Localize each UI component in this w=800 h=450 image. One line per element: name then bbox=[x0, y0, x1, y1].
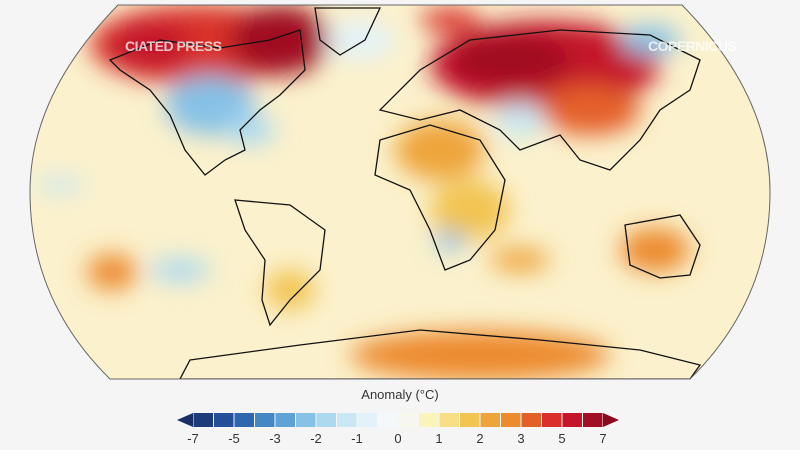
colorbar-swatch bbox=[193, 413, 213, 427]
temperature-anomaly-map bbox=[29, 4, 771, 380]
colorbar-swatch bbox=[214, 413, 234, 427]
colorbar-swatch bbox=[234, 413, 254, 427]
colorbar-tick-label: 3 bbox=[517, 431, 525, 446]
colorbar-swatch bbox=[439, 413, 459, 427]
colorbar-swatch bbox=[275, 413, 295, 427]
colorbar-tick-label: -2 bbox=[310, 431, 322, 446]
colorbar bbox=[177, 413, 619, 427]
colorbar-swatch bbox=[378, 413, 398, 427]
colorbar-swatch bbox=[542, 413, 562, 427]
colorbar-swatch bbox=[460, 413, 480, 427]
colorbar-swatch bbox=[337, 413, 357, 427]
watermark-associated-press: CIATED PRESS bbox=[125, 38, 222, 54]
watermark-copernicus: COPERNICUS bbox=[648, 38, 737, 54]
colorbar-swatch bbox=[316, 413, 336, 427]
colorbar-tick-label: 5 bbox=[558, 431, 566, 446]
colorbar-swatch bbox=[501, 413, 521, 427]
colorbar-tick-label: -5 bbox=[228, 431, 240, 446]
colorbar-swatch bbox=[296, 413, 316, 427]
colorbar-swatch bbox=[521, 413, 541, 427]
coastlines bbox=[108, 7, 702, 379]
colorbar-title: Anomaly (°C) bbox=[361, 387, 439, 402]
map-border bbox=[29, 4, 771, 380]
colorbar-swatch bbox=[398, 413, 418, 427]
colorbar-tick-label: 1 bbox=[435, 431, 443, 446]
colorbar-under-arrow bbox=[177, 413, 193, 427]
colorbar-swatch bbox=[562, 413, 582, 427]
colorbar-tick-label: 7 bbox=[599, 431, 607, 446]
colorbar-swatch bbox=[255, 413, 275, 427]
anomaly-field bbox=[35, 5, 690, 379]
colorbar-tick-label: 0 bbox=[394, 431, 402, 446]
colorbar-tick-label: 2 bbox=[476, 431, 484, 446]
colorbar-tick-label: -7 bbox=[187, 431, 199, 446]
colorbar-swatch bbox=[419, 413, 439, 427]
colorbar-tick-label: -1 bbox=[351, 431, 363, 446]
colorbar-swatch bbox=[480, 413, 500, 427]
colorbar-over-arrow bbox=[603, 413, 619, 427]
colorbar-swatch bbox=[357, 413, 377, 427]
colorbar-swatch bbox=[583, 413, 603, 427]
colorbar-tick-label: -3 bbox=[269, 431, 281, 446]
